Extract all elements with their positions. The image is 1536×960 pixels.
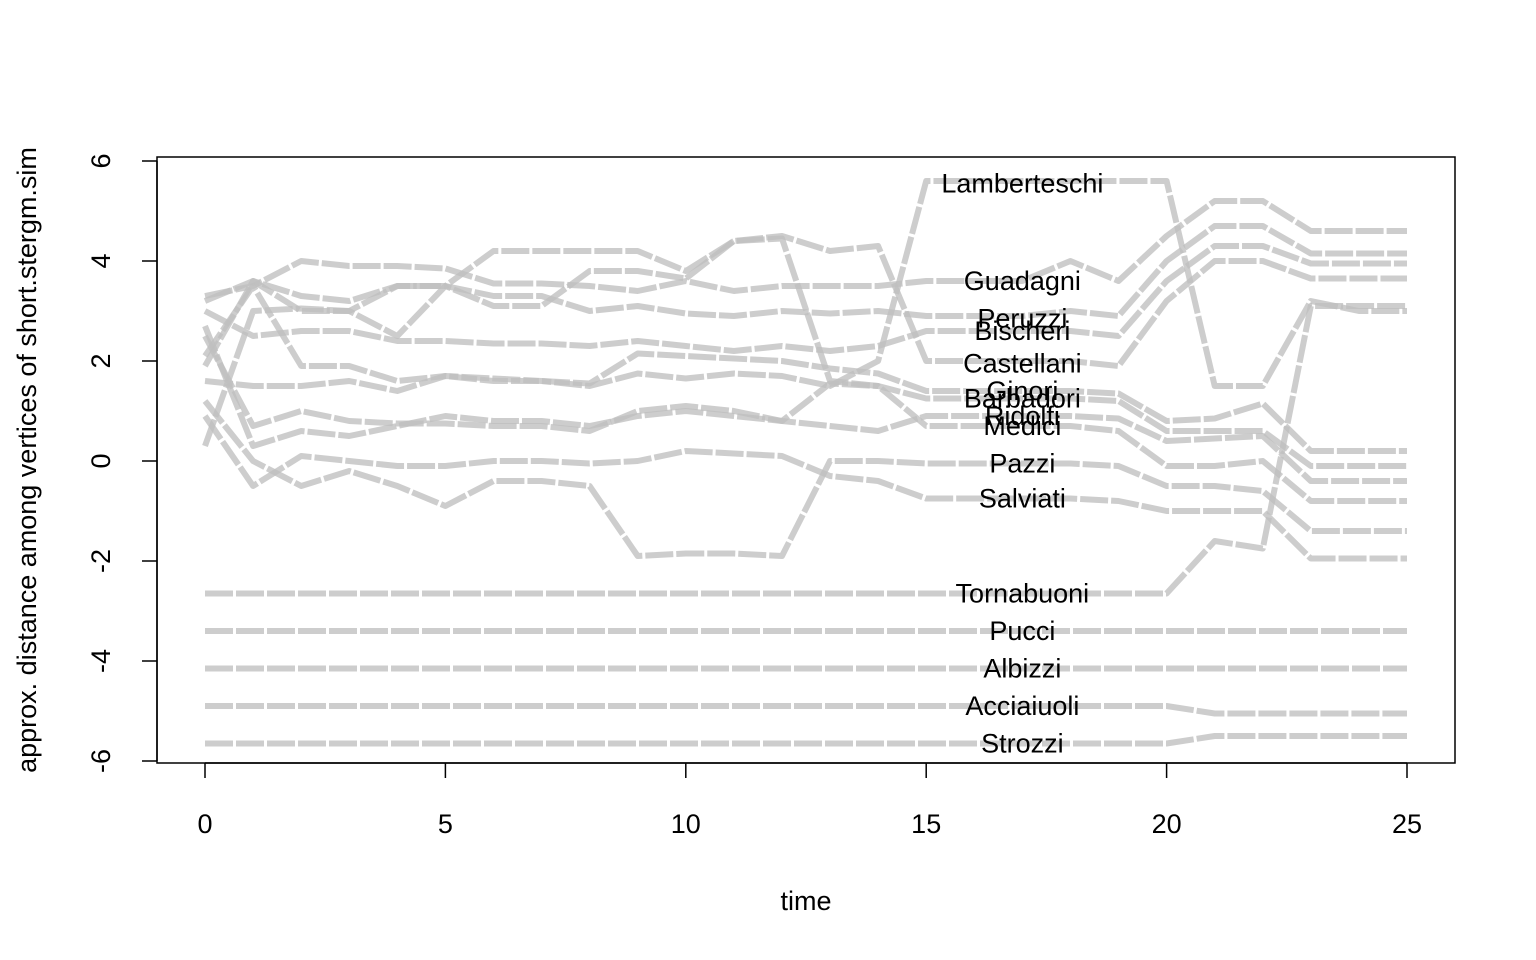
series-label-albizzi: Albizzi bbox=[983, 654, 1061, 684]
series-label-acciaiuoli: Acciaiuoli bbox=[965, 691, 1079, 721]
series-line-tornabuoni bbox=[205, 303, 1407, 597]
series-line-barbadori bbox=[202, 334, 1407, 469]
series-label-bischeri: Bischeri bbox=[974, 316, 1070, 346]
series-label-lamberteschi: Lamberteschi bbox=[941, 169, 1103, 199]
x-axis-title: time bbox=[780, 886, 831, 916]
series-line-castellani bbox=[202, 233, 1407, 448]
y-tick-label: -6 bbox=[86, 749, 116, 773]
x-tick-label: 10 bbox=[671, 809, 701, 839]
y-axis: -6 -4 -2 0 2 4 6 bbox=[86, 153, 158, 773]
series-line-bischeri bbox=[203, 243, 1407, 354]
x-tick-label: 5 bbox=[438, 809, 453, 839]
series-label-medici: Medici bbox=[983, 411, 1061, 441]
x-tick-label: 20 bbox=[1152, 809, 1182, 839]
x-tick-label: 15 bbox=[911, 809, 941, 839]
x-tick-label: 25 bbox=[1392, 809, 1422, 839]
series-line-pazzi bbox=[202, 399, 1407, 559]
series-line-acciaiuoli bbox=[205, 703, 1407, 717]
series-labels: Lamberteschi Guadagni PeruzziBischeriCaste… bbox=[941, 169, 1103, 759]
y-tick-label: -2 bbox=[86, 549, 116, 573]
series-label-tornabuoni: Tornabuoni bbox=[956, 579, 1090, 609]
series-label-ginori: Ginori bbox=[986, 376, 1058, 406]
series-line-medici bbox=[202, 235, 1407, 504]
series-line-salviati bbox=[202, 414, 1407, 562]
series-line-guadagni bbox=[204, 198, 1407, 299]
series-label-castellani: Castellani bbox=[963, 349, 1082, 379]
series-label-barbadori: Barbadori bbox=[964, 384, 1081, 414]
x-tick-label: 0 bbox=[197, 809, 212, 839]
series-line-lamberteschi bbox=[202, 178, 1407, 389]
y-tick-label: -4 bbox=[86, 649, 116, 673]
y-tick-label: 6 bbox=[86, 153, 116, 168]
series-lines bbox=[202, 178, 1407, 747]
series-label-ridolfi: Ridolfi bbox=[985, 401, 1060, 431]
y-tick-label: 0 bbox=[86, 453, 116, 468]
series-line-ridolfi bbox=[202, 324, 1407, 484]
series-line-ginori bbox=[204, 350, 1407, 454]
series-label-peruzzi: Peruzzi bbox=[977, 304, 1067, 334]
y-tick-label: 2 bbox=[86, 353, 116, 368]
y-tick-label: 4 bbox=[86, 253, 116, 268]
series-line-strozzi bbox=[205, 733, 1407, 747]
series-label-strozzi: Strozzi bbox=[981, 729, 1064, 759]
y-axis-title: approx. distance among vertices of short… bbox=[12, 147, 42, 773]
series-label-salviati: Salviati bbox=[979, 484, 1066, 514]
x-axis: 0 5 10 15 20 25 bbox=[197, 762, 1422, 839]
series-label-pazzi: Pazzi bbox=[989, 449, 1055, 479]
series-label-guadagni: Guadagni bbox=[964, 266, 1081, 296]
series-label-pucci: Pucci bbox=[989, 616, 1055, 646]
